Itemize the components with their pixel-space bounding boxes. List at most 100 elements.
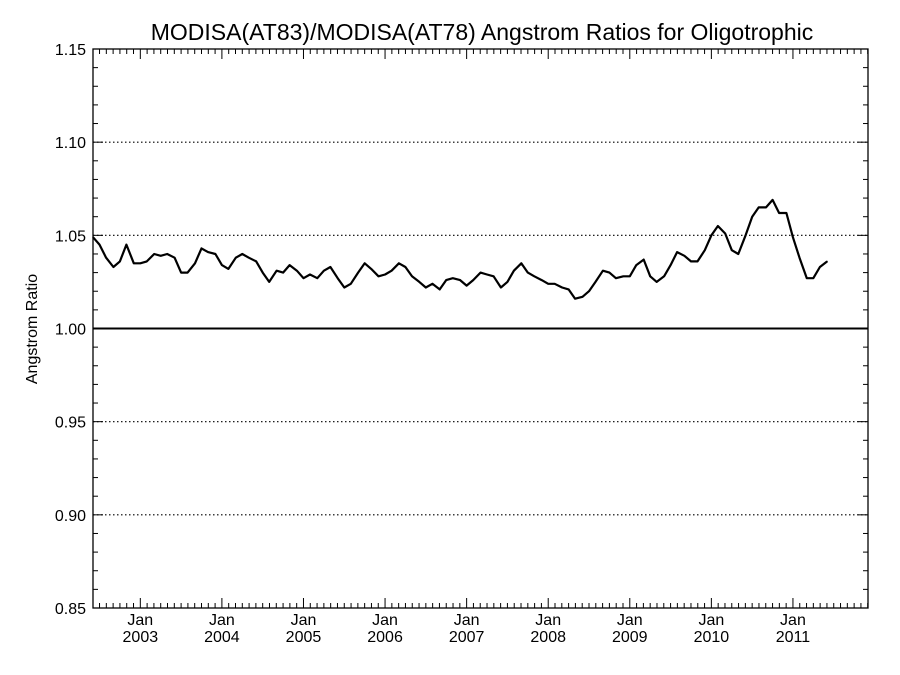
data-point bbox=[676, 251, 678, 253]
data-point bbox=[663, 275, 665, 277]
data-point bbox=[404, 266, 406, 268]
data-point bbox=[472, 279, 474, 281]
data-point bbox=[629, 275, 631, 277]
data-point bbox=[119, 260, 121, 262]
y-tick-label: 1.05 bbox=[55, 228, 86, 245]
data-point bbox=[486, 273, 488, 276]
data-point bbox=[506, 281, 508, 283]
x-tick-month-label: Jan bbox=[780, 612, 806, 629]
data-point bbox=[445, 279, 447, 281]
data-point bbox=[541, 279, 543, 281]
data-point bbox=[724, 232, 726, 235]
data-point bbox=[785, 212, 788, 214]
data-point bbox=[568, 288, 570, 290]
data-point bbox=[227, 268, 229, 270]
data-point bbox=[520, 262, 522, 264]
data-point bbox=[466, 285, 468, 287]
data-point bbox=[200, 247, 203, 249]
y-tick-label: 0.90 bbox=[55, 508, 86, 525]
data-point bbox=[194, 262, 196, 264]
data-point bbox=[105, 257, 107, 259]
data-point bbox=[133, 262, 135, 264]
data-point bbox=[594, 281, 597, 283]
data-point bbox=[282, 272, 284, 274]
data-point bbox=[112, 266, 114, 268]
data-point bbox=[649, 275, 651, 277]
x-tick-month-label: Jan bbox=[454, 612, 480, 629]
data-point bbox=[737, 253, 739, 255]
data-point bbox=[384, 273, 386, 276]
data-point bbox=[479, 272, 482, 274]
data-point bbox=[459, 279, 461, 281]
data-point bbox=[819, 266, 821, 268]
data-point bbox=[561, 286, 563, 289]
x-tick-year-label: 2007 bbox=[449, 629, 485, 646]
data-point bbox=[751, 216, 753, 218]
data-point bbox=[588, 290, 590, 292]
x-tick-year-label: 2008 bbox=[530, 629, 566, 646]
data-point bbox=[765, 206, 767, 208]
data-point bbox=[235, 257, 237, 259]
data-point bbox=[139, 262, 141, 264]
data-point bbox=[241, 253, 243, 255]
data-point bbox=[731, 249, 733, 251]
data-point bbox=[533, 275, 535, 277]
y-tick-label: 0.85 bbox=[55, 601, 86, 618]
data-point bbox=[329, 266, 331, 268]
data-point bbox=[398, 262, 400, 264]
data-point bbox=[343, 286, 345, 289]
data-point bbox=[425, 286, 427, 289]
data-point bbox=[574, 298, 576, 300]
data-point bbox=[357, 272, 359, 274]
data-point bbox=[214, 253, 216, 255]
x-tick-year-label: 2009 bbox=[612, 629, 648, 646]
data-point bbox=[798, 257, 801, 259]
data-point bbox=[302, 277, 305, 279]
data-point bbox=[166, 253, 168, 255]
data-point bbox=[377, 275, 380, 277]
data-point bbox=[180, 272, 182, 274]
x-tick-labels: Jan2003Jan2004Jan2005Jan2006Jan2007Jan20… bbox=[123, 612, 811, 646]
data-point bbox=[323, 270, 325, 272]
data-point bbox=[289, 264, 291, 266]
data-point bbox=[710, 234, 713, 236]
data-point bbox=[146, 260, 148, 262]
data-point bbox=[316, 277, 318, 279]
y-tick-label: 1.15 bbox=[55, 42, 86, 59]
data-point bbox=[364, 262, 366, 264]
data-point bbox=[581, 296, 584, 298]
data-point bbox=[602, 270, 604, 272]
data-point bbox=[683, 255, 686, 257]
plot-frame bbox=[92, 48, 869, 609]
data-point bbox=[772, 199, 774, 201]
data-point bbox=[187, 272, 189, 274]
data-point bbox=[547, 283, 549, 285]
data-point bbox=[656, 281, 658, 283]
data-point bbox=[452, 277, 454, 279]
tick-layer bbox=[93, 48, 869, 609]
data-point bbox=[125, 244, 127, 246]
data-point bbox=[493, 275, 495, 277]
data-point bbox=[745, 234, 747, 236]
data-point bbox=[268, 281, 270, 283]
data-point bbox=[160, 255, 162, 257]
data-point bbox=[615, 277, 617, 279]
y-tick-labels: 0.85 0.90 0.95 1.00 1.05 1.10 1.15 bbox=[55, 42, 86, 618]
data-point bbox=[255, 260, 257, 262]
data-point bbox=[635, 264, 637, 266]
data-point bbox=[704, 249, 706, 251]
data-point bbox=[670, 264, 672, 266]
x-tick-year-label: 2010 bbox=[694, 629, 730, 646]
data-point bbox=[690, 260, 692, 262]
data-point bbox=[778, 212, 780, 214]
x-tick-year-label: 2005 bbox=[286, 629, 322, 646]
grid-layer bbox=[93, 141, 868, 516]
data-point bbox=[608, 272, 611, 274]
x-tick-year-label: 2003 bbox=[123, 629, 159, 646]
data-point bbox=[439, 288, 441, 290]
data-point bbox=[174, 257, 176, 259]
data-point bbox=[221, 264, 223, 266]
data-point bbox=[411, 275, 413, 277]
data-point bbox=[418, 281, 420, 283]
